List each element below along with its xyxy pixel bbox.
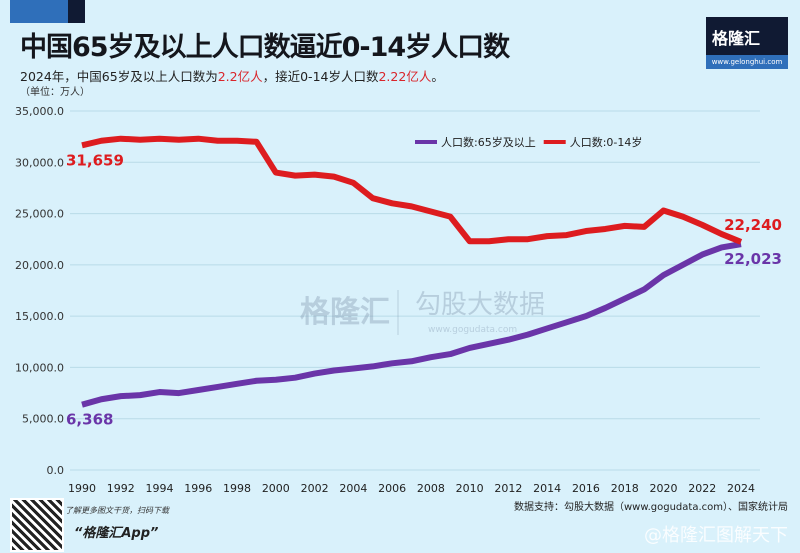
start-value-label: 6,368: [66, 411, 113, 429]
x-tick-label: 1992: [107, 482, 135, 495]
subtitle-highlight: 2.22亿人: [378, 69, 432, 84]
y-tick-label: 20,000.0: [15, 259, 64, 272]
y-tick-label: 15,000.0: [15, 310, 64, 323]
x-tick-label: 2008: [417, 482, 445, 495]
x-tick-label: 2014: [533, 482, 561, 495]
y-tick-label: 30,000.0: [15, 156, 64, 169]
y-tick-label: 35,000.0: [15, 105, 64, 118]
x-tick-label: 2024: [727, 482, 755, 495]
x-tick-label: 2002: [301, 482, 329, 495]
y-tick-label: 25,000.0: [15, 208, 64, 221]
x-tick-label: 1990: [68, 482, 96, 495]
app-name: “格隆汇App”: [74, 526, 159, 541]
logo-name: 格隆汇: [712, 29, 761, 48]
x-tick-label: 2000: [262, 482, 290, 495]
series-line-0: [81, 241, 742, 408]
x-tick-label: 1994: [146, 482, 174, 495]
decor-block-dark: [68, 0, 85, 23]
chart-subtitle: 2024年，中国65岁及以上人口数为2.2亿人，接近0-14岁人口数2.22亿人…: [20, 69, 444, 84]
watermark-brand: 格隆汇: [300, 295, 390, 330]
x-tick-label: 2016: [572, 482, 600, 495]
x-tick-label: 2020: [649, 482, 677, 495]
start-value-label: 31,659: [66, 151, 124, 169]
subtitle-text: ，接近0-14岁人口数: [262, 69, 379, 84]
watermark-partner: 勾股大数据: [415, 290, 545, 320]
x-tick-label: 2006: [378, 482, 406, 495]
x-tick-label: 1996: [184, 482, 212, 495]
end-value-label: 22,023: [724, 250, 782, 268]
chart-title: 中国65岁及以上人口数逼近0-14岁人口数: [20, 32, 510, 63]
logo-url: www.gelonghui.com: [706, 55, 788, 69]
y-tick-label: 10,000.0: [15, 361, 64, 374]
x-tick-label: 2010: [456, 482, 484, 495]
decor-block-blue: [10, 0, 68, 23]
x-tick-label: 2018: [611, 482, 639, 495]
brand-logo: 格隆汇 www.gelonghui.com: [706, 17, 788, 69]
y-tick-label: 5,000.0: [22, 413, 64, 426]
series-line-1: [81, 135, 743, 245]
subtitle-highlight: 2.2亿人: [217, 69, 263, 84]
x-tick-label: 1998: [223, 482, 251, 495]
legend-label: 人口数:65岁及以上: [441, 135, 536, 149]
x-tick-label: 2012: [494, 482, 522, 495]
weibo-watermark: @格隆汇图解天下: [644, 525, 788, 546]
data-source: 数据支持：勾股大数据（www.gogudata.com）、国家统计局: [513, 502, 788, 513]
y-tick-label: 0.0: [47, 464, 65, 477]
watermark-url: www.gogudata.com: [428, 325, 517, 335]
unit-label: （单位：万人）: [20, 87, 90, 98]
subtitle-text: 。: [431, 69, 444, 84]
subtitle-text: 2024年，中国65岁及以上人口数为: [20, 69, 218, 84]
qr-code: [10, 498, 64, 552]
end-value-label: 22,240: [724, 216, 782, 234]
qr-text: 了解更多图文干货，扫码下载: [65, 506, 169, 515]
x-tick-label: 2022: [688, 482, 716, 495]
x-tick-label: 2004: [339, 482, 367, 495]
legend-label: 人口数:0-14岁: [570, 135, 643, 149]
center-watermark: 格隆汇 勾股大数据 www.gogudata.com: [300, 290, 545, 335]
